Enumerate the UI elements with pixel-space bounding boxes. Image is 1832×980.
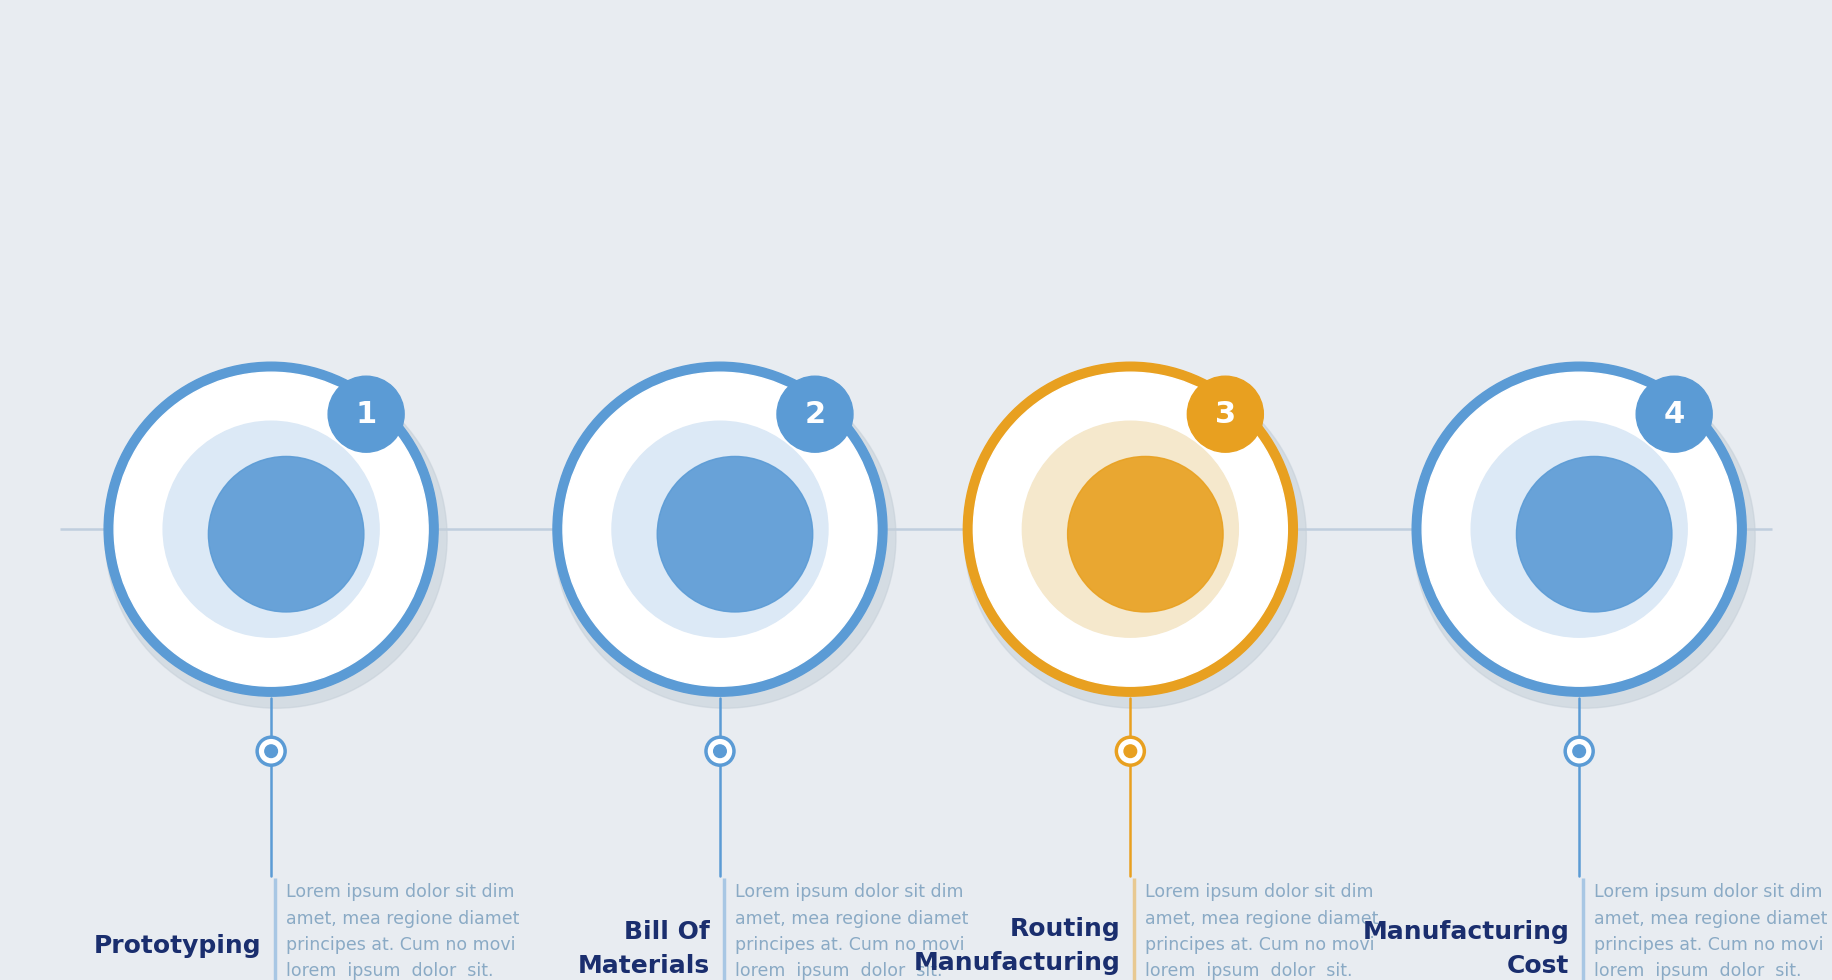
Circle shape	[114, 372, 429, 686]
Circle shape	[209, 457, 365, 612]
Circle shape	[1068, 457, 1224, 612]
Circle shape	[328, 376, 405, 452]
Circle shape	[964, 363, 1297, 696]
Circle shape	[973, 372, 1288, 686]
Circle shape	[562, 372, 878, 686]
Circle shape	[1517, 457, 1673, 612]
Text: Manufacturing
Cost: Manufacturing Cost	[1363, 920, 1570, 978]
Circle shape	[1422, 372, 1737, 686]
Circle shape	[104, 367, 447, 709]
Circle shape	[1565, 737, 1594, 765]
Circle shape	[714, 745, 725, 758]
Text: 3: 3	[1215, 400, 1237, 428]
Circle shape	[1471, 421, 1687, 637]
Text: 4: 4	[1663, 400, 1685, 428]
Circle shape	[658, 457, 813, 612]
Text: Routing
Manufacturing: Routing Manufacturing	[914, 917, 1121, 975]
Circle shape	[163, 421, 379, 637]
Circle shape	[1125, 745, 1136, 758]
Text: Prototyping: Prototyping	[93, 934, 262, 958]
Circle shape	[777, 376, 854, 452]
Circle shape	[553, 363, 887, 696]
Circle shape	[256, 737, 286, 765]
Text: Lorem ipsum dolor sit dim
amet, mea regione diamet
principes at. Cum no movi
lor: Lorem ipsum dolor sit dim amet, mea regi…	[1145, 883, 1379, 980]
Circle shape	[1187, 376, 1264, 452]
Circle shape	[1116, 737, 1145, 765]
Circle shape	[1636, 376, 1713, 452]
Circle shape	[705, 737, 735, 765]
Text: Lorem ipsum dolor sit dim
amet, mea regione diamet
principes at. Cum no movi
lor: Lorem ipsum dolor sit dim amet, mea regi…	[735, 883, 969, 980]
Circle shape	[612, 421, 828, 637]
Circle shape	[104, 363, 438, 696]
Circle shape	[553, 367, 896, 709]
Circle shape	[1412, 367, 1755, 709]
Circle shape	[1412, 363, 1746, 696]
Circle shape	[964, 367, 1306, 709]
Circle shape	[266, 745, 277, 758]
Text: 2: 2	[804, 400, 826, 428]
Circle shape	[1574, 745, 1585, 758]
Text: Bill Of
Materials: Bill Of Materials	[577, 920, 711, 978]
Text: 1: 1	[355, 400, 377, 428]
Circle shape	[1022, 421, 1238, 637]
Text: Lorem ipsum dolor sit dim
amet, mea regione diamet
principes at. Cum no movi
lor: Lorem ipsum dolor sit dim amet, mea regi…	[286, 883, 520, 980]
Text: Lorem ipsum dolor sit dim
amet, mea regione diamet
principes at. Cum no movi
lor: Lorem ipsum dolor sit dim amet, mea regi…	[1594, 883, 1828, 980]
